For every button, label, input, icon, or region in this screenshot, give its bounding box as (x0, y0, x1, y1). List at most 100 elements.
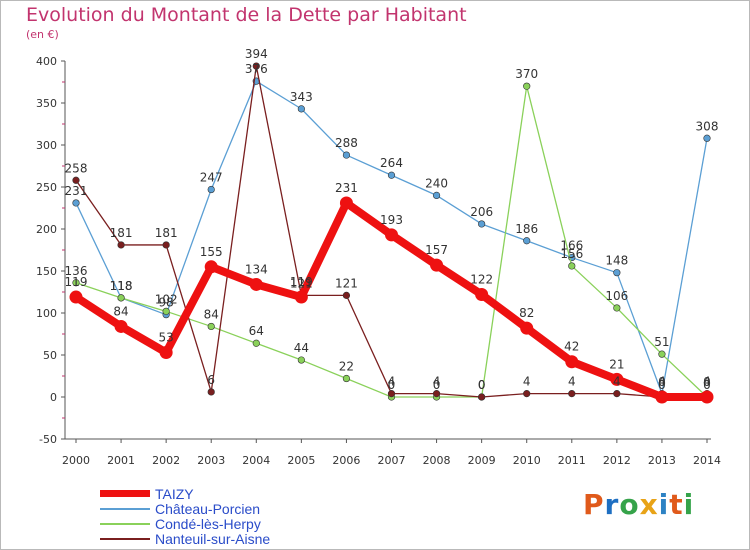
series-point-0 (565, 355, 579, 369)
data-label-2: 51 (654, 335, 669, 349)
data-label-1: 118 (110, 279, 133, 293)
data-label-0: 42 (564, 340, 579, 354)
series-point-2 (297, 356, 305, 364)
data-label-3: 0 (478, 378, 486, 392)
y-tick-label: 250 (36, 181, 57, 194)
series-point-3 (252, 62, 260, 70)
series-point-1 (703, 134, 711, 142)
y-tick-label: 150 (36, 265, 57, 278)
chart-title: Evolution du Montant de la Dette par Hab… (26, 4, 467, 26)
series-point-1 (387, 171, 396, 179)
series-point-0 (700, 390, 714, 404)
x-tick-label: 2010 (513, 454, 541, 467)
x-tick-label: 2004 (242, 454, 270, 467)
x-tick-label: 2013 (648, 454, 676, 467)
x-tick-label: 2011 (558, 454, 586, 467)
data-labels: 231 118 98 247 376 343 288 264 240 206 186 166 148 4 3… (65, 47, 719, 392)
data-label-2: 106 (605, 289, 628, 303)
data-label-0: 21 (609, 357, 624, 371)
data-label-1: 206 (470, 205, 493, 219)
series-point-0 (249, 277, 263, 291)
y-tick-label: -50 (39, 433, 57, 446)
data-label-0: 119 (65, 275, 88, 289)
data-label-0: 53 (159, 330, 174, 344)
data-label-1: 240 (425, 176, 448, 190)
series-point-2 (72, 279, 80, 287)
series-point-0 (385, 228, 398, 242)
y-tick-label: 0 (50, 391, 57, 404)
series-point-3 (432, 390, 441, 398)
series-point-2 (207, 322, 215, 331)
data-label-1: 4 (658, 375, 666, 389)
data-label-1: 343 (290, 90, 313, 104)
series-point-0 (430, 258, 444, 272)
y-tick-label: 300 (36, 139, 57, 152)
series-point-0 (339, 196, 353, 210)
data-label-3: 181 (155, 226, 178, 240)
data-label-2: 136 (65, 264, 88, 278)
series-point-0 (204, 260, 218, 274)
series-point-3 (207, 388, 215, 396)
series-point-0 (114, 319, 128, 333)
x-tick-label: 2009 (468, 454, 496, 467)
chart-unit: (en €) (26, 28, 59, 41)
series-point-1 (478, 220, 486, 228)
data-label-3: 121 (290, 276, 313, 290)
data-label-2: 0 (388, 378, 396, 392)
data-label-2: 370 (515, 67, 538, 81)
series-point-2 (117, 294, 125, 302)
series-point-2 (658, 350, 666, 358)
data-label-3: 4 (433, 375, 441, 389)
data-label-3: 4 (523, 375, 531, 389)
series-point-0 (69, 290, 83, 304)
x-tick-label: 2014 (693, 454, 721, 467)
legend-item-1: Château-Porcien (100, 501, 270, 517)
y-tick-label: 400 (36, 55, 57, 68)
series-point-3 (613, 390, 621, 398)
series-point-0 (520, 321, 534, 335)
x-tick-label: 2007 (378, 454, 406, 467)
x-tick-label: 2003 (197, 454, 225, 467)
x-tick-label: 2002 (152, 454, 180, 467)
series-point-2 (162, 307, 170, 315)
data-label-3: 181 (110, 226, 133, 240)
data-label-2: 64 (249, 324, 264, 338)
legend-swatch-0 (100, 490, 150, 497)
series-point-3 (72, 176, 80, 184)
data-label-2: 118 (110, 279, 133, 293)
logo-letter: P (583, 488, 605, 521)
series-point-2 (252, 339, 260, 347)
series-point-2 (613, 304, 621, 312)
data-label-3: 121 (335, 276, 358, 290)
y-tick-label: 350 (36, 97, 57, 110)
data-label-0: 84 (113, 304, 128, 318)
data-label-1: 288 (335, 136, 358, 150)
series-point-2 (568, 262, 576, 270)
y-tick-label: 200 (36, 223, 57, 236)
data-label-2: 22 (339, 360, 354, 374)
data-label-3: 0 (658, 378, 666, 392)
data-label-3: 4 (613, 375, 621, 389)
data-label-0: 119 (290, 275, 313, 289)
series-point-3 (387, 390, 396, 398)
data-label-3: 6 (207, 373, 215, 387)
data-label-0: 0 (658, 375, 666, 389)
series-point-0 (475, 288, 489, 302)
series-point-3 (342, 291, 351, 299)
data-label-3: 4 (388, 375, 396, 389)
y-tick-label: 100 (36, 307, 57, 320)
data-label-2: 84 (204, 307, 219, 321)
series-point-2 (342, 374, 351, 383)
series-point-0 (610, 372, 624, 386)
series-point-1 (432, 191, 441, 199)
legend-item-0: TAIZY (100, 486, 270, 502)
data-label-3: 394 (245, 47, 268, 61)
series-point-2 (523, 82, 531, 90)
data-label-0: 134 (245, 262, 268, 276)
series-point-1 (297, 105, 305, 113)
series-point-1 (523, 237, 531, 245)
data-label-1: 308 (696, 119, 719, 133)
data-label-2: 0 (703, 378, 711, 392)
